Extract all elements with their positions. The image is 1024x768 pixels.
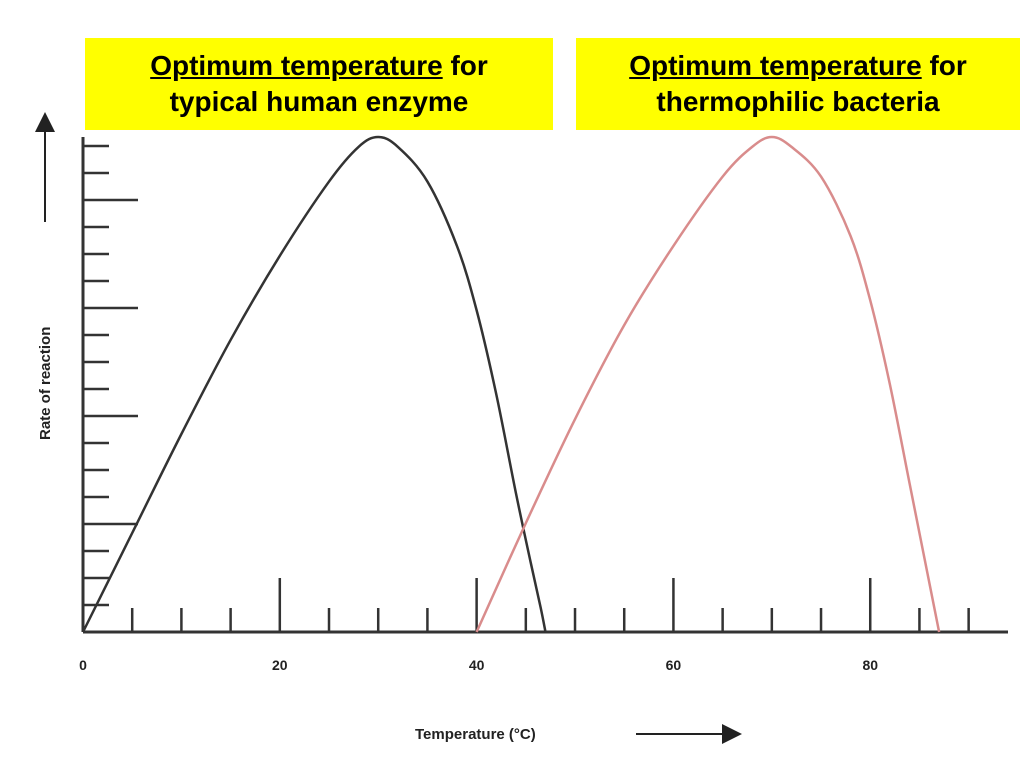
series-layer [81,135,941,633]
x-tick-label: 20 [272,657,288,673]
x-axis-tick-labels: 0 20 40 60 80 [79,657,878,673]
callout-thermo-line2: thermophilic bacteria [656,86,940,117]
x-tick-label: 0 [79,657,87,673]
series-thermophilic-line [475,135,941,633]
x-axis-label: Temperature (°C) [415,726,536,743]
series-human-enzyme-line [81,135,547,633]
x-axis-ticks [130,578,970,632]
callout-thermo-underlined: Optimum temperature [629,50,922,81]
x-tick-label: 80 [862,657,878,673]
callout-human-underlined: Optimum temperature [150,50,443,81]
callout-human-optimum: Optimum temperature for typical human en… [85,38,553,130]
callout-thermophilic-optimum: Optimum temperature for thermophilic bac… [576,38,1020,130]
callout-human-for: for [442,50,488,81]
x-tick-label: 40 [469,657,485,673]
y-axis-label: Rate of reaction [37,327,54,440]
x-tick-label: 60 [666,657,682,673]
callout-human-line2: typical human enzyme [169,86,469,117]
callout-thermo-for: for [921,50,967,81]
